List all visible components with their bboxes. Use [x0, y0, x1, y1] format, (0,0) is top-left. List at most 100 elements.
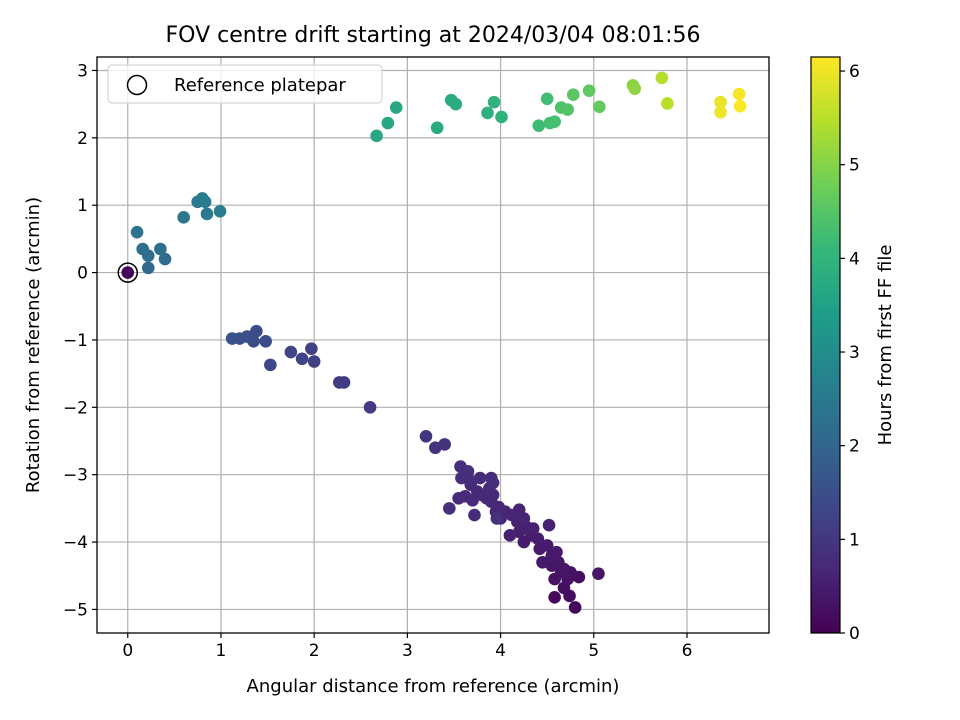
x-tick-label: 0	[122, 641, 133, 661]
colorbar-label: Hours from first FF file	[875, 245, 896, 446]
data-point	[487, 95, 501, 109]
y-tick-label: 3	[77, 61, 88, 81]
grid	[97, 57, 769, 633]
y-tick-label: −1	[63, 331, 88, 351]
data-point	[454, 460, 467, 473]
data-point	[381, 116, 395, 130]
data-point	[655, 71, 669, 85]
data-point	[198, 195, 212, 209]
data-point	[566, 88, 580, 102]
data-point	[661, 97, 674, 110]
data-point	[225, 332, 239, 345]
chart-title: FOV centre drift starting at 2024/03/04 …	[166, 23, 701, 48]
colorbar-tick-label: 2	[849, 437, 860, 457]
axis-ticks: 0 1 2 3 4 5 6 −5 −4 −3 −2 −1 0 1 2 3	[63, 61, 692, 661]
data-point	[536, 555, 549, 569]
data-point	[503, 529, 517, 542]
data-point	[582, 84, 596, 97]
data-point	[430, 121, 444, 135]
data-point	[733, 99, 747, 113]
data-point	[593, 100, 606, 114]
data-point	[213, 204, 227, 218]
data-point	[136, 242, 149, 256]
data-point	[130, 225, 144, 239]
data-point	[568, 601, 582, 614]
colorbar-tick-label: 6	[849, 62, 860, 82]
x-tick-label: 3	[402, 641, 413, 661]
data-point	[363, 401, 377, 414]
colorbar-tick-label: 1	[849, 530, 860, 550]
data-point	[561, 103, 574, 116]
data-point	[121, 266, 135, 279]
data-point	[550, 545, 563, 559]
data-points	[117, 71, 747, 614]
data-point	[540, 539, 554, 552]
data-point	[481, 106, 494, 120]
data-point	[468, 508, 481, 522]
data-point	[307, 355, 321, 368]
data-point	[264, 358, 277, 372]
data-point	[284, 345, 298, 359]
x-tick-label: 6	[682, 641, 693, 661]
data-point	[557, 562, 571, 576]
data-point	[141, 261, 155, 275]
y-tick-label: −3	[63, 466, 88, 486]
data-point	[732, 87, 746, 101]
data-point	[532, 119, 546, 133]
data-point	[449, 97, 463, 111]
x-tick-label: 2	[309, 641, 320, 661]
legend-entry-reference: Reference platepar	[174, 75, 346, 96]
data-point	[714, 95, 727, 109]
data-point	[333, 376, 346, 389]
data-point	[490, 512, 504, 525]
reference-platepar-marker	[117, 262, 139, 283]
data-point	[389, 101, 403, 114]
data-point	[495, 110, 508, 124]
data-point	[419, 429, 433, 443]
colorbar-tick-label: 3	[849, 343, 860, 363]
colorbar-gradient	[810, 56, 841, 634]
data-point	[443, 502, 456, 515]
y-axis-label: Rotation from reference (arcmin)	[23, 197, 44, 493]
x-axis-label: Angular distance from reference (arcmin)	[247, 676, 620, 697]
plot-area: 0 1 2 3 4 5 6 −5 −4 −3 −2 −1 0 1 2 3	[63, 56, 770, 661]
x-tick-label: 4	[495, 641, 506, 661]
x-tick-label: 1	[216, 641, 227, 661]
data-point	[486, 476, 500, 490]
data-point	[548, 115, 561, 128]
data-point	[540, 92, 554, 106]
y-tick-label: −2	[63, 398, 88, 418]
data-point	[714, 105, 727, 119]
data-point	[305, 342, 318, 356]
data-point	[531, 532, 545, 545]
data-point	[370, 129, 383, 143]
plot-background	[97, 57, 769, 633]
data-point	[473, 471, 487, 485]
data-point	[177, 211, 190, 224]
data-point	[158, 252, 172, 266]
data-point	[429, 441, 442, 455]
data-point	[259, 334, 272, 348]
y-tick-label: 1	[77, 196, 88, 216]
data-point	[452, 491, 465, 505]
y-tick-label: −5	[63, 600, 88, 620]
colorbar: 0 1 2 3 4 5 6 Hours from first FF file	[810, 56, 896, 644]
colorbar-tick-label: 4	[849, 249, 860, 269]
data-point	[250, 324, 263, 338]
data-point	[295, 352, 309, 366]
data-point	[154, 242, 167, 256]
data-point	[542, 518, 556, 532]
colorbar-tick-label: 5	[849, 156, 860, 176]
y-tick-label: −4	[63, 533, 88, 553]
x-tick-label: 5	[588, 641, 599, 661]
data-point	[592, 567, 605, 581]
y-tick-label: 2	[77, 129, 88, 149]
data-point	[526, 522, 540, 535]
data-point	[548, 590, 561, 604]
colorbar-ticks: 0 1 2 3 4 5 6	[840, 62, 860, 644]
data-point	[628, 82, 642, 95]
legend-marker	[126, 74, 148, 96]
colorbar-tick-label: 0	[849, 624, 860, 644]
legend-box	[107, 64, 383, 104]
